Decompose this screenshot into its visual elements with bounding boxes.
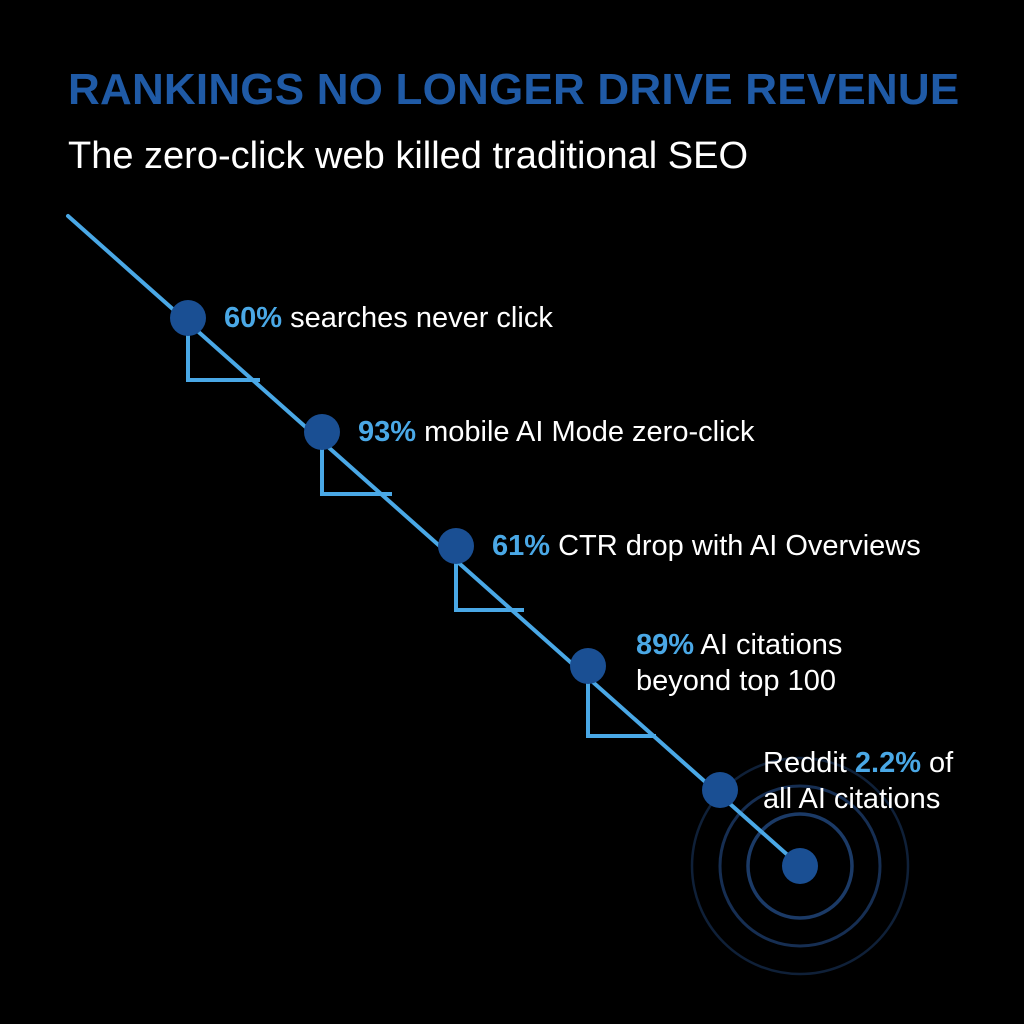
stat-description-line2: all AI citations [763,783,941,815]
stat-label: 89% AI citations beyond top 100 [636,627,842,699]
target-rings [690,756,910,976]
data-node [570,648,606,684]
target-ring-inner [746,812,854,920]
stat-description: AI citations [694,629,843,661]
page-subtitle: The zero-click web killed traditional SE… [68,135,749,177]
target-ring-outer [690,756,910,976]
stat-prefix: Reddit [763,747,855,779]
step-triangle [454,550,524,612]
stat-percent: 89% [636,629,695,661]
data-nodes [170,300,818,884]
stat-description-line2: beyond top 100 [636,665,836,697]
step-triangle [586,672,656,738]
stat-description: CTR drop with AI Overviews [550,530,921,562]
target-ring-middle [718,784,882,948]
stat-percent: 61% [492,530,551,562]
step-triangle [186,322,260,382]
page-title: RANKINGS NO LONGER DRIVE REVENUE [68,65,960,114]
stat-description: mobile AI Mode zero-click [416,416,755,448]
data-node [170,300,206,336]
stat-percent: 60% [224,302,283,334]
stat-label: 60% searches never click [224,300,553,336]
stat-description: searches never click [282,302,553,334]
stat-label: Reddit 2.2% of all AI citations [763,745,953,817]
data-node [304,414,340,450]
stat-label: 93% mobile AI Mode zero-click [358,414,755,450]
stat-percent: 93% [358,416,417,448]
data-node [702,772,738,808]
stat-label: 61% CTR drop with AI Overviews [492,528,921,564]
stat-description: of [921,747,954,779]
data-node [438,528,474,564]
stat-percent: 2.2% [854,747,921,779]
step-triangles [186,322,656,738]
step-triangle [320,436,392,496]
target-node [782,848,818,884]
